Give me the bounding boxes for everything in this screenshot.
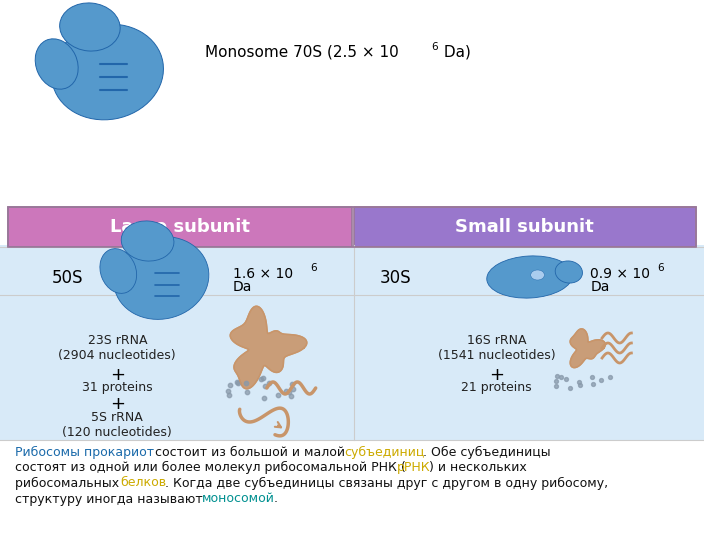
Text: 6: 6 [310,263,317,273]
Text: 5S rRNA
(120 nucleotides): 5S rRNA (120 nucleotides) [63,411,172,439]
Ellipse shape [114,237,209,319]
FancyBboxPatch shape [354,207,696,247]
Ellipse shape [531,270,544,280]
Text: 0.9 × 10: 0.9 × 10 [590,267,650,281]
Text: Da): Da) [438,44,471,59]
Ellipse shape [52,24,163,120]
Point [604,372,616,381]
Point [222,387,234,396]
Text: моносомой: моносомой [202,492,275,505]
Text: состоит из большой и малой: состоит из большой и малой [150,446,348,458]
Text: +: + [109,366,125,384]
Point [287,380,298,388]
Point [550,377,562,386]
Text: Large subunit: Large subunit [110,218,250,236]
Point [223,391,235,400]
Point [258,393,270,402]
Ellipse shape [60,3,120,51]
Text: 30S: 30S [379,269,411,287]
Ellipse shape [100,248,137,293]
Point [260,381,271,390]
Text: 21 proteins: 21 proteins [462,381,532,395]
Text: 6: 6 [431,42,438,52]
Polygon shape [570,329,606,368]
Point [241,388,253,396]
Point [233,379,244,387]
Text: структуру иногда называют: структуру иногда называют [14,492,207,505]
Point [564,383,576,392]
Text: Da: Da [590,280,610,294]
Text: состоят из одной или более молекул рибосомальной РНК (: состоят из одной или более молекул рибос… [14,461,405,474]
Point [550,381,562,390]
Text: .: . [274,492,277,505]
Point [575,381,586,390]
Point [284,388,295,396]
Text: . Когда две субъединицы связаны друг с другом в одну рибосому,: . Когда две субъединицы связаны друг с д… [166,476,608,490]
Point [287,384,299,393]
Text: ) и нескольких: ) и нескольких [429,461,527,474]
Point [595,376,607,384]
Point [273,390,284,399]
Text: Da: Da [233,280,252,294]
Point [224,380,235,389]
FancyBboxPatch shape [0,245,703,440]
Text: 23S rRNA
(2904 nucleotides): 23S rRNA (2904 nucleotides) [58,334,176,362]
Point [587,373,598,381]
Text: +: + [109,395,125,413]
Text: рибосомальных: рибосомальных [14,476,123,490]
Text: 31 proteins: 31 proteins [82,381,153,395]
Point [280,387,292,396]
Ellipse shape [555,261,582,283]
Point [588,380,599,388]
Text: белков: белков [120,476,166,489]
Text: 6: 6 [657,263,663,273]
Ellipse shape [121,221,174,261]
Ellipse shape [35,39,78,89]
Point [264,379,275,388]
Polygon shape [230,306,307,389]
FancyBboxPatch shape [8,207,352,247]
Point [561,374,572,383]
Text: субъединиц: субъединиц [344,446,425,458]
Text: 50S: 50S [52,269,84,287]
Point [552,372,563,380]
Ellipse shape [487,256,572,298]
Text: 1.6 × 10: 1.6 × 10 [233,267,293,281]
Point [555,373,567,381]
Text: Monosome 70S (2.5 × 10: Monosome 70S (2.5 × 10 [205,44,399,59]
Point [240,379,251,387]
Point [255,375,266,383]
Point [574,378,585,387]
Text: . Обе субъединицы: . Обе субъединицы [423,446,550,458]
FancyBboxPatch shape [0,0,703,540]
Text: Small subunit: Small subunit [456,218,594,236]
Text: +: + [489,366,504,384]
Point [258,374,269,383]
Text: Рибосомы прокариот: Рибосомы прокариот [14,446,154,458]
Point [285,392,297,400]
Text: рРНК: рРНК [397,461,430,474]
Point [231,377,243,386]
Text: 16S rRNA
(1541 nucleotides): 16S rRNA (1541 nucleotides) [438,334,555,362]
